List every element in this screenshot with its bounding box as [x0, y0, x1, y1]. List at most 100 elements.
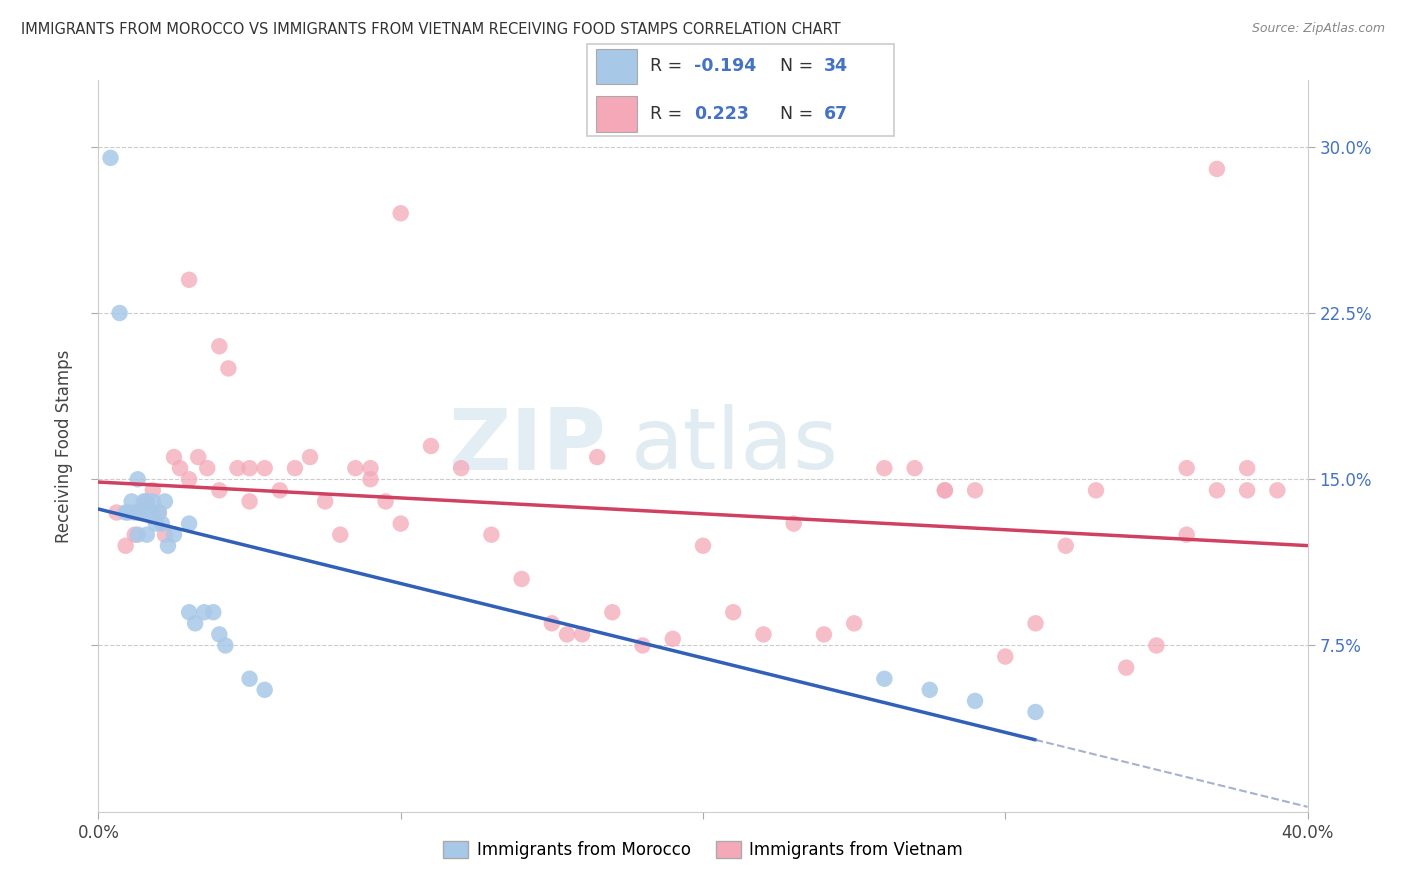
Point [208, 483, 231, 498]
Point [934, 483, 956, 498]
Point [374, 494, 396, 508]
Point [602, 605, 624, 619]
Point [253, 682, 276, 697]
Point [179, 516, 201, 531]
Point [239, 461, 262, 475]
Point [571, 627, 593, 641]
Point [1085, 483, 1108, 498]
Point [723, 605, 745, 619]
Point [1144, 639, 1167, 653]
Point [142, 506, 165, 520]
Bar [596, 49, 637, 85]
Point [586, 450, 609, 464]
Y-axis label: Receiving Food Stamps: Receiving Food Stamps [55, 350, 73, 542]
Point [420, 439, 443, 453]
Text: 0.223: 0.223 [695, 104, 749, 123]
Point [481, 527, 503, 541]
Text: R =: R = [650, 104, 693, 123]
Point [217, 361, 239, 376]
Point [127, 472, 149, 486]
Point [208, 627, 231, 641]
Point [813, 627, 835, 641]
Point [873, 672, 896, 686]
Text: 67: 67 [824, 104, 848, 123]
Point [284, 461, 307, 475]
Point [269, 483, 291, 498]
FancyBboxPatch shape [586, 44, 894, 136]
Legend: Immigrants from Morocco, Immigrants from Vietnam: Immigrants from Morocco, Immigrants from… [437, 834, 969, 865]
Point [208, 339, 231, 353]
Point [299, 450, 322, 464]
Text: Source: ZipAtlas.com: Source: ZipAtlas.com [1251, 22, 1385, 36]
Point [156, 539, 179, 553]
Point [510, 572, 533, 586]
Point [226, 461, 249, 475]
Point [360, 461, 382, 475]
Point [129, 506, 152, 520]
Point [1236, 461, 1258, 475]
Point [1267, 483, 1289, 498]
Point [114, 539, 136, 553]
Point [108, 306, 131, 320]
Point [450, 461, 472, 475]
Text: atlas: atlas [630, 404, 838, 488]
Point [142, 494, 165, 508]
Point [124, 527, 146, 541]
Point [179, 472, 201, 486]
Point [752, 627, 775, 641]
Text: N =: N = [779, 57, 818, 76]
Point [389, 206, 412, 220]
Point [150, 516, 173, 531]
Point [145, 516, 167, 531]
Point [918, 682, 941, 697]
Point [187, 450, 209, 464]
Point [994, 649, 1017, 664]
Point [142, 483, 165, 498]
Point [1024, 705, 1046, 719]
Point [360, 472, 382, 486]
Point [239, 494, 262, 508]
Point [904, 461, 927, 475]
Point [344, 461, 367, 475]
Text: N =: N = [779, 104, 818, 123]
Point [692, 539, 714, 553]
Point [202, 605, 225, 619]
Point [114, 506, 136, 520]
Point [118, 506, 141, 520]
Bar [596, 95, 637, 131]
Point [844, 616, 866, 631]
Point [195, 461, 218, 475]
Point [1206, 483, 1229, 498]
Point [135, 494, 157, 508]
Point [153, 527, 176, 541]
Point [184, 616, 207, 631]
Point [1206, 161, 1229, 176]
Point [100, 151, 122, 165]
Point [135, 494, 157, 508]
Text: 34: 34 [824, 57, 848, 76]
Point [934, 483, 956, 498]
Point [121, 494, 143, 508]
Point [631, 639, 654, 653]
Point [253, 461, 276, 475]
Text: ZIP: ZIP [449, 404, 606, 488]
Point [1236, 483, 1258, 498]
Point [1175, 527, 1198, 541]
Point [124, 506, 146, 520]
Text: IMMIGRANTS FROM MOROCCO VS IMMIGRANTS FROM VIETNAM RECEIVING FOOD STAMPS CORRELA: IMMIGRANTS FROM MOROCCO VS IMMIGRANTS FR… [21, 22, 841, 37]
Point [105, 506, 128, 520]
Point [662, 632, 685, 646]
Point [132, 494, 155, 508]
Point [540, 616, 562, 631]
Point [239, 672, 262, 686]
Point [163, 527, 186, 541]
Point [179, 605, 201, 619]
Point [783, 516, 806, 531]
Point [1115, 660, 1137, 674]
Point [965, 694, 987, 708]
Point [873, 461, 896, 475]
Point [389, 516, 412, 531]
Point [965, 483, 987, 498]
Point [127, 506, 149, 520]
Point [193, 605, 215, 619]
